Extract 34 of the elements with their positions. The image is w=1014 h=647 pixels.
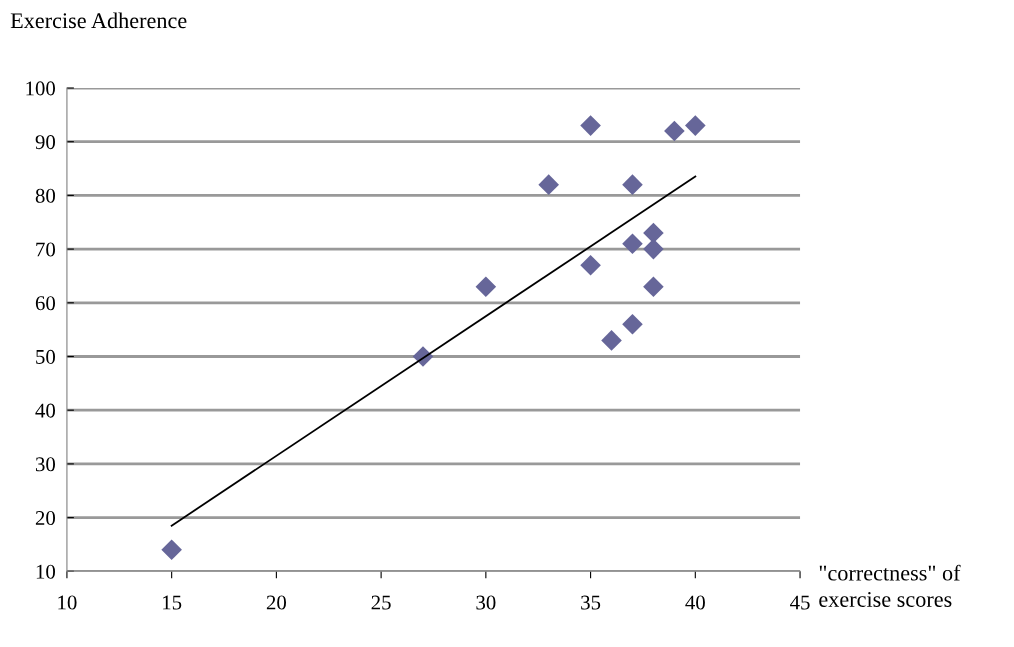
x-tick-label: 35 [581,595,601,610]
y-tick-label: 10 [36,564,56,579]
y-tick-label: 100 [26,81,56,96]
y-tick-label: 90 [35,135,56,150]
x-tick-label: 30 [476,595,496,610]
point [664,120,685,142]
point [643,276,664,297]
point [622,233,643,255]
x-tick-label: 25 [371,595,391,610]
x-tick-label: 10 [58,595,77,610]
y-axis-title: Exercise Adherence [10,12,187,29]
point [643,238,664,260]
y-tick-label: 40 [35,403,56,418]
y-tick-label: 60 [35,296,56,311]
point [161,539,182,561]
point [685,115,706,136]
y-tick-label: 80 [35,188,56,203]
point [601,330,622,351]
y-tick-label: 20 [35,510,56,526]
point [580,115,601,136]
point [622,313,643,335]
point [475,276,497,297]
point [643,222,664,244]
x-tick-label: 45 [790,595,810,610]
y-tick-label: 50 [36,349,56,364]
x-tick-label: 20 [266,595,287,610]
y-tick-label: 70 [36,242,56,257]
x-tick-label: 15 [163,595,182,610]
x-tick-label: 40 [685,595,705,610]
y-tick-label: 30 [35,457,56,472]
point [580,254,601,276]
x-axis-title: "correctness" of exercise scores [819,564,961,607]
point [622,174,643,195]
point [538,174,559,195]
